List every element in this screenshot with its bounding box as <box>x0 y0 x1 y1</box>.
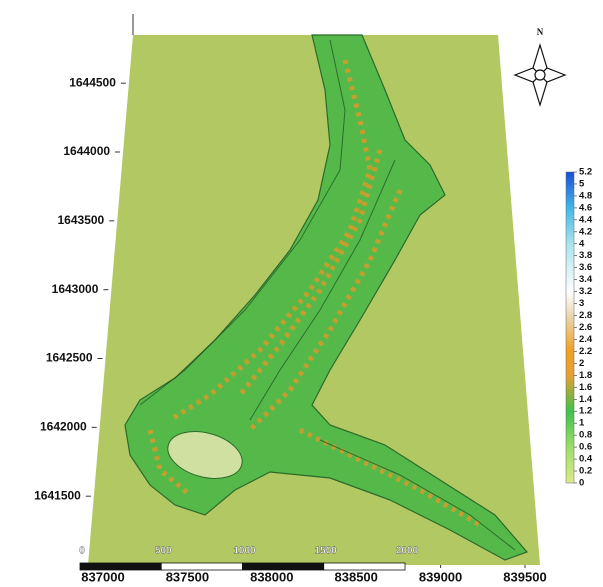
colorbar-label: 3.4 <box>579 274 593 285</box>
colorbar-label: 2.8 <box>579 310 592 321</box>
colorbar-label: 0.2 <box>579 466 592 477</box>
colorbar-label: 3.2 <box>579 286 592 297</box>
colorbar-label: 4 <box>579 238 585 249</box>
y-tick-label: 1643000 <box>52 282 99 296</box>
north-arrow <box>515 45 565 105</box>
scale-bar-label: 500 <box>155 546 172 557</box>
y-tick-label: 1643500 <box>58 213 105 227</box>
y-tick-label: 1642500 <box>46 351 93 365</box>
colorbar-label: 5 <box>579 178 585 189</box>
colorbar-label: 0 <box>579 478 584 489</box>
scale-bar-label: 1500 <box>315 546 338 557</box>
x-tick-label: 839000 <box>419 569 462 584</box>
colorbar-label: 1 <box>579 418 585 429</box>
scale-bar-segment <box>161 563 242 570</box>
colorbar-label: 1.6 <box>579 382 592 393</box>
colorbar-label: 3.8 <box>579 250 592 261</box>
colorbar-label: 0.6 <box>579 442 592 453</box>
colorbar-label: 1.8 <box>579 370 592 381</box>
colorbar-label: 1.4 <box>579 394 593 405</box>
y-tick-label: 1644500 <box>69 75 116 89</box>
colorbar-label: 2.4 <box>579 334 593 345</box>
colorbar <box>566 172 574 483</box>
colorbar-label: 3 <box>579 298 584 309</box>
colorbar-label: 5.2 <box>579 167 592 178</box>
colorbar-label: 0.8 <box>579 430 592 441</box>
scale-bar-segment <box>324 563 405 570</box>
x-tick-label: 839500 <box>503 569 546 584</box>
scale-bar-segment <box>80 563 161 570</box>
north-label: N <box>537 27 544 37</box>
colorbar-label: 4.8 <box>579 190 592 201</box>
scale-bar-segment <box>243 563 324 570</box>
y-tick-label: 1641500 <box>34 488 81 502</box>
x-tick-label: 837000 <box>81 569 124 584</box>
colorbar-label: 4.2 <box>579 226 592 237</box>
scale-bar-label: 0 <box>79 546 85 557</box>
y-tick-label: 1644000 <box>63 144 110 158</box>
colorbar-label: 2 <box>579 358 584 369</box>
x-tick-label: 838000 <box>250 569 293 584</box>
colorbar-label: 4.4 <box>579 214 593 225</box>
colorbar-label: 2.6 <box>579 322 592 333</box>
colorbar-label: 2.2 <box>579 346 592 357</box>
y-tick-label: 1642000 <box>40 420 87 434</box>
colorbar-label: 4.6 <box>579 202 592 213</box>
x-tick-label: 838500 <box>335 569 378 584</box>
colorbar-label: 0.4 <box>579 454 593 465</box>
x-tick-label: 837500 <box>166 569 209 584</box>
map-figure: N 1641500 1642000 1642500 1643000 1643500 164… <box>0 0 603 587</box>
colorbar-label: 1.2 <box>579 406 592 417</box>
scale-bar-label: 2000 <box>396 546 419 557</box>
colorbar-label: 3.6 <box>579 262 592 273</box>
scale-bar-label: 1000 <box>233 546 256 557</box>
